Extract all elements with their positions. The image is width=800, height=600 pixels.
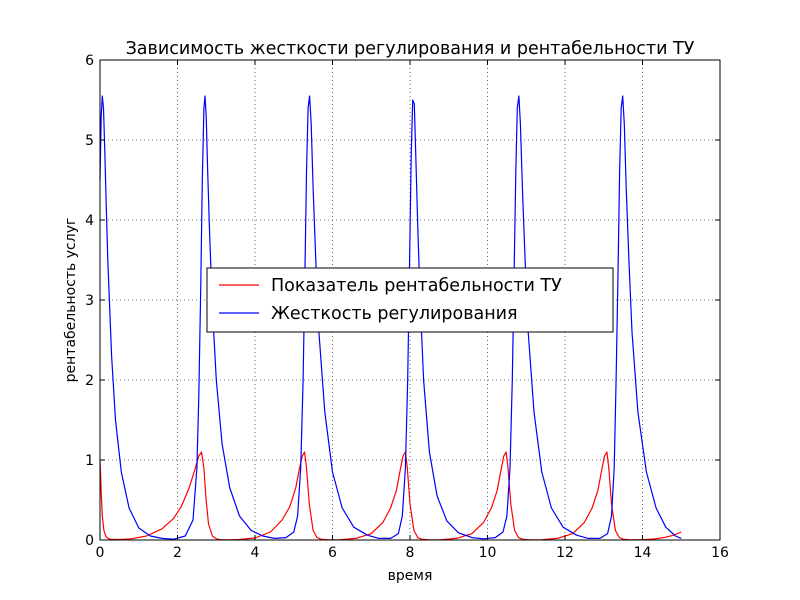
y-tick-label: 3 — [85, 293, 94, 309]
y-tick-label: 6 — [85, 53, 94, 69]
x-tick-label: 0 — [96, 545, 105, 561]
x-tick-label: 12 — [556, 545, 574, 561]
y-axis-label: рентабельность услуг — [63, 218, 79, 383]
series-line-2 — [99, 95, 682, 540]
x-tick-label: 4 — [251, 545, 260, 561]
legend-box — [206, 267, 614, 333]
y-tick-label: 1 — [85, 453, 94, 469]
x-tick-label: 2 — [173, 545, 182, 561]
legend: Показатель рентабельности ТУ Жесткость р… — [206, 267, 614, 333]
series-layer — [99, 95, 682, 541]
x-tick-label: 8 — [406, 545, 415, 561]
legend-label-series-2: Жесткость регулирования — [271, 304, 518, 324]
y-tick-label: 2 — [85, 373, 94, 389]
x-tick-label: 6 — [328, 545, 337, 561]
x-axis-label: время — [388, 568, 433, 584]
legend-label-series-1: Показатель рентабельности ТУ — [271, 276, 562, 296]
x-tick-label: 14 — [634, 545, 652, 561]
x-tick-label: 10 — [479, 545, 497, 561]
y-tick-label: 4 — [85, 213, 94, 229]
y-tick-label: 0 — [85, 533, 94, 549]
chart-title: Зависимость жесткости регулирования и ре… — [126, 39, 695, 59]
x-tick-label: 16 — [711, 545, 729, 561]
y-tick-label: 5 — [85, 133, 94, 149]
